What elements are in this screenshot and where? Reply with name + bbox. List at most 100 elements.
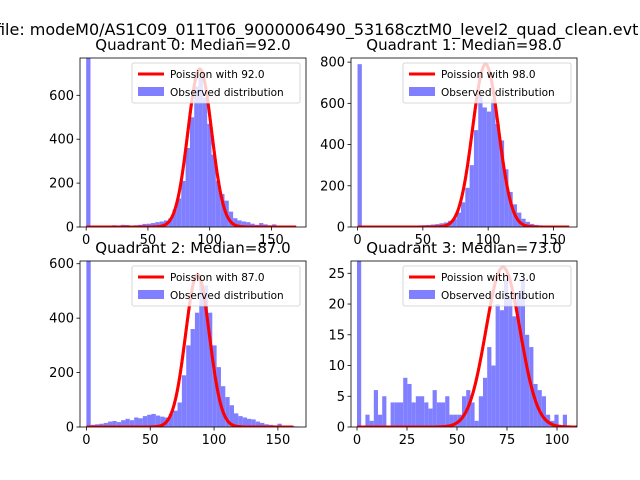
histogram-bar	[521, 218, 526, 227]
y-tick-label: 200	[49, 177, 74, 192]
legend-label-poisson: Poission with 87.0	[170, 272, 265, 284]
x-tick-label: 100	[202, 433, 227, 448]
histogram-bar	[151, 223, 156, 227]
histogram-bar	[129, 420, 135, 427]
legend-label-observed: Observed distribution	[170, 290, 284, 302]
legend: Poission with 98.0 Observed distribution	[402, 62, 572, 104]
plot-area	[357, 261, 577, 427]
y-tick-label: 400	[320, 138, 345, 153]
histogram-bar	[255, 421, 261, 427]
histogram-bar	[495, 123, 500, 227]
histogram-bar	[441, 402, 446, 427]
histogram-bar	[237, 220, 242, 227]
histogram-bar	[432, 390, 437, 427]
histogram-bar	[373, 390, 378, 427]
x-tick-label: 0	[82, 233, 90, 248]
histogram-bar	[168, 218, 173, 227]
histogram-bar	[499, 310, 504, 427]
legend-label-observed: Observed distribution	[441, 290, 555, 302]
histogram-bar	[146, 223, 152, 227]
x-tick-label: 75	[499, 433, 516, 448]
subplot-title: Quadrant 1: Median=98.0	[366, 36, 561, 54]
x-tick-label: 150	[265, 433, 290, 448]
histogram-bar	[554, 414, 559, 427]
histogram-bar	[491, 365, 496, 427]
y-tick-label: 600	[49, 89, 74, 104]
histogram-bar	[504, 169, 509, 227]
histogram-bar	[504, 279, 509, 427]
histogram-bar	[473, 130, 479, 227]
x-tick-label: 100	[545, 433, 570, 448]
histogram-bar	[436, 402, 441, 427]
histogram-bar	[453, 414, 458, 427]
histogram-bar	[462, 396, 467, 427]
legend-bar-swatch	[138, 290, 164, 299]
histogram-bar	[508, 191, 513, 227]
histogram-bar	[250, 223, 255, 227]
histogram-bar	[86, 58, 91, 227]
histogram-bar	[86, 261, 91, 427]
y-tick-label: 15	[328, 328, 345, 343]
histogram-bar	[238, 416, 243, 427]
histogram-bar	[207, 312, 213, 427]
legend-label-observed: Observed distribution	[441, 87, 555, 99]
y-tick-label: 10	[328, 359, 345, 374]
histogram-bar	[199, 282, 204, 427]
histogram-bar	[228, 211, 234, 227]
histogram-bar	[260, 422, 265, 427]
legend-box	[131, 265, 301, 307]
histogram-bar	[478, 396, 483, 427]
subplot-quadrant-0: 0 50 100 150 0 200 400 600 Quadrant 0: Median=92…	[49, 36, 307, 248]
histogram-bar	[533, 383, 538, 427]
histogram-bar	[247, 418, 252, 427]
histogram-bar	[407, 383, 412, 427]
y-tick-label: 0	[337, 221, 345, 236]
x-tick-label: 0	[353, 433, 361, 448]
x-tick-label: 50	[140, 233, 157, 248]
histogram-bar	[215, 180, 221, 227]
histogram-bar	[185, 147, 190, 227]
histogram-bar	[138, 418, 143, 427]
histogram-bar	[220, 386, 226, 427]
plot-area	[357, 62, 570, 227]
subplot-quadrant-2: 0 50 100 150 0 200 400 600 Quadrant 2: Median=87…	[49, 239, 307, 448]
histogram-bar	[233, 413, 239, 427]
legend-label-poisson: Poission with 73.0	[441, 272, 536, 284]
subplot-title: Quadrant 2: Median=87.0	[95, 239, 290, 257]
histogram-bar	[194, 312, 200, 427]
histogram-bar	[242, 417, 248, 427]
histogram-bar	[203, 285, 208, 427]
histogram-bar	[470, 402, 475, 427]
axes-frame	[350, 260, 578, 428]
y-tick-label: 200	[49, 366, 74, 381]
histogram-bar	[125, 418, 130, 427]
y-tick-label: 600	[320, 97, 345, 112]
histogram-bar	[424, 402, 429, 427]
subplot-quadrant-3: 0 25 50 75 100 0 5 10 15 20 25 Quadrant 3: Median=7…	[328, 239, 578, 448]
legend-box	[402, 265, 572, 307]
histogram-bar	[382, 396, 387, 427]
histogram-bar	[181, 375, 187, 427]
histogram-bar	[486, 111, 492, 227]
histogram-bar	[562, 414, 567, 427]
histogram-bar	[487, 347, 492, 427]
histogram-bar	[461, 202, 466, 227]
legend-bar-swatch	[409, 87, 435, 96]
histogram-bar	[142, 416, 148, 427]
histogram-bar	[177, 402, 182, 427]
histogram-bar	[508, 297, 513, 427]
histogram-bar	[241, 221, 247, 227]
legend-box	[131, 62, 301, 104]
histogram-bar	[491, 99, 496, 227]
histogram-bar	[103, 422, 109, 427]
axes-frame	[79, 260, 307, 428]
legend: Poission with 73.0 Observed distribution	[402, 265, 572, 307]
histogram-bar	[428, 408, 433, 427]
x-tick-label: 100	[476, 233, 501, 248]
x-tick-label: 50	[449, 433, 466, 448]
x-tick-label: 25	[399, 433, 416, 448]
legend: Poission with 92.0 Observed distribution	[131, 62, 301, 104]
subplot-title: Quadrant 3: Median=73.0	[366, 239, 561, 257]
axes-frame	[79, 57, 307, 228]
